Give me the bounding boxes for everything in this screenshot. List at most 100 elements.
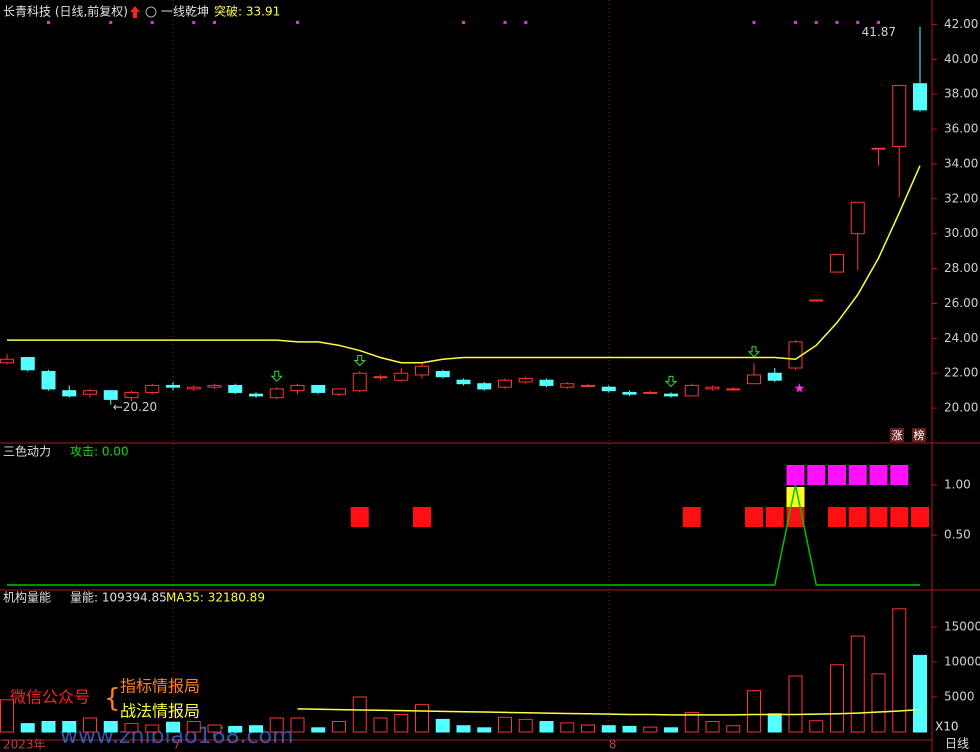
volume-bar [145, 724, 160, 733]
panel-value: 量能: 109394.85 [70, 591, 167, 605]
indicator-value: 突破: 33.91 [214, 4, 280, 19]
volume-bar [83, 717, 97, 733]
star-signal: ★ [794, 381, 806, 396]
badge-label: 涨 [892, 429, 903, 442]
indicator-name: 一线乾坤 [161, 4, 209, 19]
brace: { [104, 684, 121, 714]
period-label: 日线 [945, 737, 969, 751]
volume-bar [20, 723, 35, 733]
volume-bar [124, 723, 139, 733]
candle-body [601, 386, 616, 392]
candle-body [581, 384, 595, 387]
signal-dot [213, 21, 216, 24]
candle-body [290, 384, 305, 392]
signal-dot [296, 21, 299, 24]
candle-body [415, 365, 429, 376]
scale-label: X10 [935, 720, 959, 734]
volume-bar [332, 720, 346, 733]
candle-body [435, 370, 450, 378]
magenta-block [848, 465, 867, 485]
badge [890, 428, 904, 442]
candle-body [622, 391, 637, 395]
y-tick-label: 28.00 [944, 261, 978, 275]
red-block [786, 507, 805, 527]
signal-dot [462, 21, 465, 24]
candle-body [311, 384, 326, 393]
volume-bar [581, 724, 595, 733]
volume-bar [394, 713, 409, 733]
yellow-block [786, 487, 805, 507]
volume-bar [249, 725, 263, 733]
volume-bar [103, 720, 118, 733]
volume-bar [601, 725, 616, 733]
candle-body [166, 384, 180, 388]
volume-bar [664, 727, 678, 733]
red-block [765, 507, 784, 527]
y-tick-label: 20.00 [944, 401, 978, 415]
y-tick-label: 32.00 [944, 191, 978, 205]
volume-bar [539, 720, 554, 733]
candle-body [269, 388, 284, 399]
red-block [745, 507, 763, 527]
signal-dot [835, 21, 839, 24]
chart-title: 长青科技 (日线,前复权) [3, 4, 128, 19]
candle-body [560, 383, 575, 388]
candle-body [518, 377, 533, 383]
red-block [911, 507, 929, 527]
signal-dot [47, 21, 50, 24]
candle-body [705, 386, 720, 390]
volume-bar [809, 720, 824, 733]
y-tick-label: 40.00 [944, 52, 978, 66]
x-tick-label: 7 [173, 738, 181, 752]
candle-body [913, 83, 927, 111]
volume-bar [871, 673, 886, 733]
down-arrow [353, 354, 366, 367]
y-tick-label: 30.00 [944, 226, 978, 240]
candle-body [684, 384, 699, 397]
magenta-block [828, 465, 846, 485]
signal-dot [150, 21, 154, 24]
volume-bar [228, 725, 243, 733]
badge-label: 榜 [914, 428, 925, 442]
candle-body [788, 341, 803, 369]
signal-dot [877, 21, 880, 24]
candle-body [0, 358, 14, 364]
y-tick-label: 15000 [944, 620, 980, 634]
candle-body [643, 391, 658, 394]
panel-ma-value: MA35: 32180.89 [166, 591, 265, 605]
volume-bar [726, 725, 741, 733]
y-tick-label: 38.00 [944, 87, 978, 101]
volume-bar [892, 608, 907, 733]
down-arrow [270, 370, 283, 382]
candle-body [20, 357, 35, 371]
volume-bar [560, 722, 575, 733]
candle-body [41, 370, 56, 390]
candle-body [456, 379, 471, 385]
volume-bar [830, 664, 844, 733]
panel-title: 机构量能 [3, 590, 51, 605]
x-tick-label: 2023年 [3, 738, 46, 752]
signal-line [7, 484, 920, 586]
signal-dot [856, 21, 860, 24]
y-tick-label: 10000 [944, 655, 980, 669]
y-tick-label: 42.00 [944, 17, 978, 31]
volume-bar [622, 725, 637, 733]
red-block [413, 507, 431, 527]
volume-bar [456, 725, 471, 733]
volume-bar [415, 704, 429, 733]
price-annotation: 41.87 [862, 25, 896, 39]
y-tick-label: 24.00 [944, 331, 978, 345]
volume-bar [41, 720, 56, 733]
volume-bar [850, 635, 865, 733]
y-tick-label: 36.00 [944, 122, 978, 136]
candle-body [352, 372, 367, 392]
volume-bar [0, 699, 14, 733]
candle-body [498, 379, 512, 388]
candle-body [767, 372, 782, 381]
candle-body [83, 390, 97, 395]
red-block [828, 507, 846, 527]
volume-bar [269, 717, 284, 733]
candle-body [394, 372, 409, 381]
volume-bar [186, 720, 201, 733]
